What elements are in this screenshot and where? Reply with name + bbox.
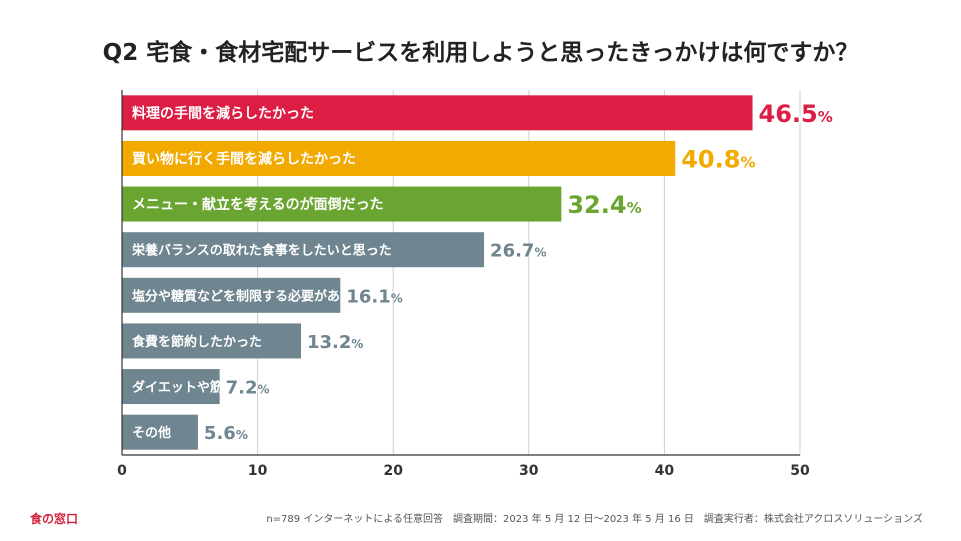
bar-value-unit: %	[351, 337, 363, 351]
bar-value-label: 40.8%	[681, 145, 755, 173]
brand-logo-text: 食の窓口	[30, 512, 79, 526]
bar-value-unit: %	[740, 153, 755, 171]
bar-category-label: 買い物に行く手間を減らしたかった	[132, 150, 356, 167]
bar-value-label: 46.5%	[759, 100, 833, 128]
bar-value-label: 32.4%	[567, 191, 641, 219]
bar-value-number: 46.5	[759, 100, 818, 128]
bar-category-label: メニュー・献立を考えるのが面倒だった	[132, 196, 384, 213]
survey-note: n=789 インターネットによる任意回答 調査期間：2023 年 5 月 12 …	[266, 514, 923, 525]
bar-value-label: 13.2%	[307, 332, 363, 353]
bar-category-label: ダイエットや筋トレをしたかった	[132, 380, 327, 396]
bar	[122, 369, 220, 405]
bar-value-label: 16.1%	[346, 286, 402, 307]
bar	[122, 140, 676, 176]
bar-value-unit: %	[627, 199, 642, 217]
bar-value-unit: %	[391, 291, 403, 305]
x-tick-label: 0	[117, 463, 127, 479]
bar-category-label: 塩分や糖質などを制限する必要があった	[132, 288, 366, 304]
bar-value-number: 5.6	[204, 423, 236, 444]
bar	[122, 323, 301, 359]
bar-value-number: 26.7	[490, 241, 534, 262]
bar-value-unit: %	[818, 108, 833, 126]
chart-title: Q2 宅食・食材宅配サービスを利用しようと思ったきっかけは何ですか？	[102, 40, 859, 66]
bar-value-unit: %	[534, 246, 546, 260]
x-tick-label: 30	[519, 463, 539, 479]
bar	[122, 95, 753, 131]
bar-value-unit: %	[258, 383, 270, 397]
x-tick-label: 40	[655, 463, 675, 479]
bar	[122, 277, 341, 313]
bar-category-label: その他	[132, 425, 171, 441]
x-tick-label: 50	[790, 463, 810, 479]
bar	[122, 414, 198, 450]
bar-category-label: 料理の手間を減らしたかった	[132, 105, 314, 122]
bar-value-number: 32.4	[567, 191, 626, 219]
bar-category-label: 栄養バランスの取れた食事をしたいと思った	[131, 243, 392, 259]
bar-value-number: 40.8	[681, 145, 740, 173]
bar-value-number: 13.2	[307, 332, 351, 353]
x-tick-label: 10	[248, 463, 268, 479]
bar-value-label: 5.6%	[204, 423, 248, 444]
bar	[122, 186, 562, 222]
bar-value-number: 7.2	[226, 378, 258, 399]
bar-value-label: 7.2%	[226, 378, 270, 399]
bar-value-label: 26.7%	[490, 241, 546, 262]
bar	[122, 232, 485, 268]
x-tick-label: 20	[383, 463, 403, 479]
bar-value-number: 16.1	[346, 286, 390, 307]
bar-value-unit: %	[236, 428, 248, 442]
bar-category-label: 食費を節約したかった	[132, 334, 262, 350]
